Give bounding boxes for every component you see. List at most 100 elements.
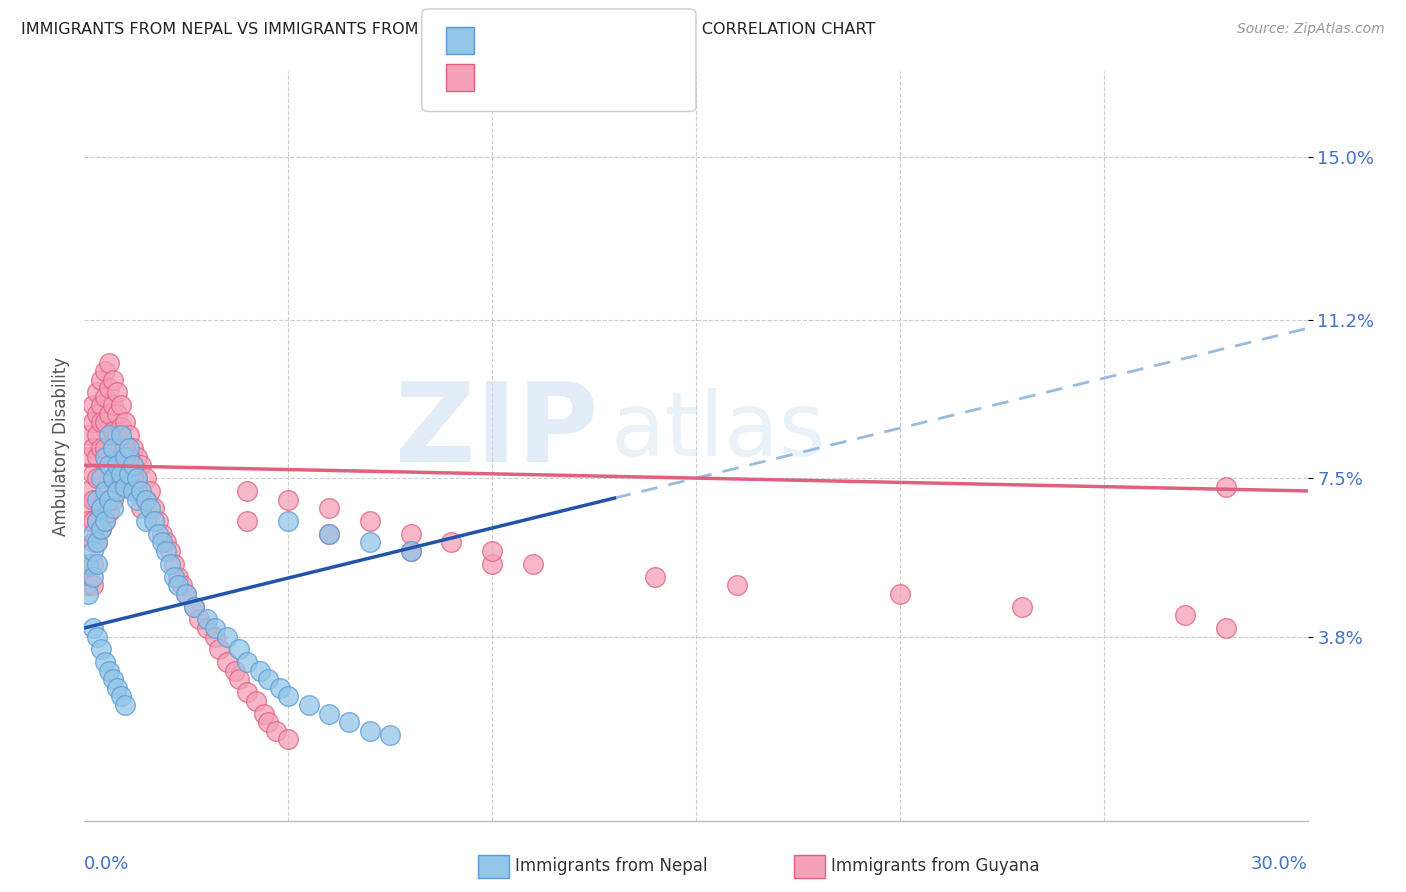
Point	[77, 587, 100, 601]
Point	[114, 437, 136, 451]
Point	[380, 728, 402, 742]
Point	[1011, 599, 1033, 614]
Point	[277, 690, 299, 704]
Point	[131, 501, 153, 516]
Point	[187, 612, 209, 626]
Point	[93, 390, 115, 404]
Point	[163, 557, 186, 571]
Point	[359, 723, 381, 738]
Point	[195, 621, 218, 635]
Point	[86, 557, 108, 571]
Point	[105, 483, 128, 498]
Point	[93, 492, 115, 507]
Point	[644, 569, 666, 583]
Text: -0.032: -0.032	[524, 69, 583, 87]
Text: R =: R =	[485, 31, 522, 49]
Point	[318, 706, 340, 721]
Point	[77, 428, 100, 442]
Point	[122, 441, 145, 455]
Text: atlas: atlas	[610, 387, 825, 475]
Point	[105, 428, 128, 442]
Point	[135, 514, 157, 528]
Point	[86, 514, 108, 528]
Point	[110, 471, 132, 485]
Point	[101, 441, 124, 455]
Point	[77, 557, 100, 571]
Point	[82, 544, 104, 558]
Point	[257, 673, 280, 687]
Point	[236, 514, 259, 528]
Point	[1174, 608, 1197, 623]
Point	[224, 664, 246, 678]
Point	[269, 681, 291, 695]
Point	[245, 694, 267, 708]
Point	[82, 578, 104, 592]
Point	[93, 416, 115, 430]
Point	[86, 535, 108, 549]
Point	[86, 471, 108, 485]
Point	[127, 471, 149, 485]
Point	[90, 373, 112, 387]
Point	[208, 642, 231, 657]
Point	[204, 621, 226, 635]
Point	[118, 450, 141, 464]
Point	[101, 424, 124, 438]
Point	[82, 557, 104, 571]
Point	[105, 458, 128, 473]
Point	[122, 467, 145, 481]
Point	[264, 723, 287, 738]
Point	[90, 398, 112, 412]
Point	[82, 492, 104, 507]
Point	[114, 462, 136, 476]
Point	[150, 535, 173, 549]
Point	[110, 419, 132, 434]
Point	[118, 467, 141, 481]
Point	[101, 471, 124, 485]
Point	[101, 673, 124, 687]
Point	[318, 526, 340, 541]
Point	[77, 450, 100, 464]
Point	[135, 471, 157, 485]
Point	[131, 483, 153, 498]
Point	[82, 441, 104, 455]
Point	[110, 398, 132, 412]
Point	[97, 483, 120, 498]
Point	[90, 523, 112, 537]
Point	[86, 535, 108, 549]
Point	[114, 450, 136, 464]
Point	[97, 458, 120, 473]
Point	[118, 441, 141, 455]
Point	[93, 483, 115, 498]
Point	[93, 514, 115, 528]
Point	[105, 681, 128, 695]
Point	[249, 664, 271, 678]
Point	[93, 441, 115, 455]
Point	[97, 355, 120, 369]
Point	[82, 621, 104, 635]
Point	[82, 514, 104, 528]
Point	[118, 450, 141, 464]
Point	[97, 428, 120, 442]
Point	[101, 492, 124, 507]
Point	[522, 557, 544, 571]
Point	[97, 492, 120, 507]
Point	[127, 475, 149, 490]
Point	[86, 492, 108, 507]
Point	[97, 664, 120, 678]
Point	[159, 557, 181, 571]
Point	[127, 492, 149, 507]
Point	[110, 467, 132, 481]
Point	[127, 450, 149, 464]
Point	[77, 557, 100, 571]
Text: Source: ZipAtlas.com: Source: ZipAtlas.com	[1237, 22, 1385, 37]
Point	[101, 373, 124, 387]
Point	[236, 685, 259, 699]
Point	[217, 630, 239, 644]
Point	[204, 630, 226, 644]
Point	[195, 612, 218, 626]
Point	[167, 569, 190, 583]
Point	[86, 385, 108, 400]
Text: Immigrants from Nepal: Immigrants from Nepal	[515, 857, 707, 875]
Point	[339, 715, 361, 730]
Point	[97, 381, 120, 395]
